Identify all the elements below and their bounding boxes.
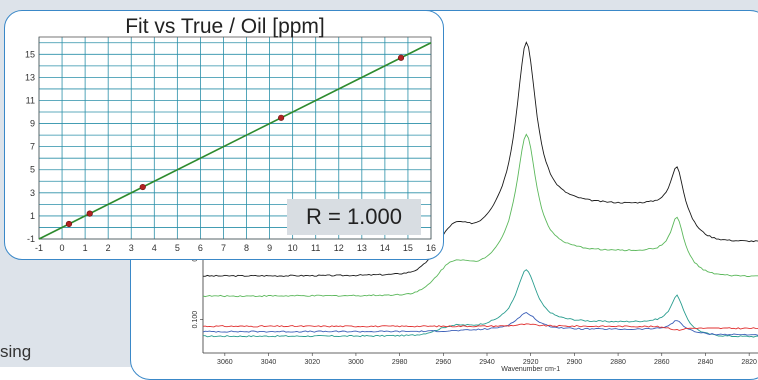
y-tick-label: -1 <box>27 234 35 244</box>
fit-vs-true-panel: -1 0 1 2 3 4 5 6 7 8 9 10 11 12 13 14 15 16 -1 1 3 5 7 9 11 13 15 … <box>4 10 444 260</box>
plot-frame <box>38 36 432 240</box>
x-axis-label: Wavenumber cm-1 <box>501 366 560 373</box>
x-tick-label: 14 <box>380 243 390 253</box>
x-tick-label: -1 <box>35 243 43 253</box>
x-tick-label: 2820 <box>741 359 757 366</box>
y-tick-label: 11 <box>26 95 35 105</box>
x-tick-label: 2880 <box>610 359 626 366</box>
x-tick-label: 11 <box>311 243 320 253</box>
cropped-text: sing <box>0 342 32 361</box>
fit-line <box>38 42 432 240</box>
y-tick-label: 7 <box>30 142 35 152</box>
spectrum-series-line <box>202 323 758 331</box>
data-point <box>278 114 285 121</box>
x-tick-label: 2900 <box>567 359 583 366</box>
r-value-annotation: R = 1.000 <box>287 199 421 235</box>
y-tick-label: 5 <box>30 165 35 175</box>
spectrum-series-line <box>202 41 758 277</box>
y-tick-label: 0.100 <box>192 311 199 329</box>
y-tick-label: 3 <box>30 188 35 198</box>
x-tick-label: 2840 <box>698 359 714 366</box>
data-point <box>397 54 405 61</box>
x-tick-label: 6 <box>198 243 203 253</box>
x-tick-label: 10 <box>288 243 298 253</box>
x-tick-label: 12 <box>334 243 344 253</box>
x-tick-label: 9 <box>267 243 272 253</box>
data-point <box>139 183 146 191</box>
x-tick-label: 5 <box>175 243 180 253</box>
fit-chart-title: Fit vs True / Oil [ppm] <box>125 15 325 38</box>
spectrum-series-line <box>203 269 758 338</box>
x-tick-label: 1 <box>83 243 88 253</box>
x-tick-label: 15 <box>403 243 413 253</box>
spectrum-series-line <box>202 133 758 298</box>
spectrum-series-line <box>202 311 758 336</box>
x-tick-label: 4 <box>152 243 157 253</box>
x-tick-label: 2980 <box>392 359 408 366</box>
y-tick-label: 15 <box>25 49 35 59</box>
x-tick-label: 2920 <box>523 359 539 366</box>
x-tick-label: 3020 <box>304 359 320 366</box>
x-tick-label: 3 <box>129 243 134 253</box>
x-tick-label: 2960 <box>436 359 452 366</box>
x-tick-label: 3040 <box>261 359 277 366</box>
x-tick-label: 7 <box>221 243 226 253</box>
x-tick-label: 2 <box>106 243 111 253</box>
data-point <box>65 220 73 228</box>
y-tick-label: 13 <box>25 72 35 82</box>
y-tick-label: 1 <box>30 211 35 221</box>
x-tick-label: 8 <box>244 243 249 253</box>
x-tick-label: 16 <box>426 243 436 253</box>
data-point <box>86 210 93 217</box>
x-tick-label: 2940 <box>479 359 495 366</box>
x-tick-label: 3000 <box>348 359 364 366</box>
x-tick-label: 13 <box>357 243 367 253</box>
x-tick-label: 3060 <box>217 359 233 366</box>
y-tick-label: 9 <box>30 119 35 129</box>
x-tick-label: 2860 <box>654 359 670 366</box>
x-tick-label: 0 <box>60 243 65 253</box>
